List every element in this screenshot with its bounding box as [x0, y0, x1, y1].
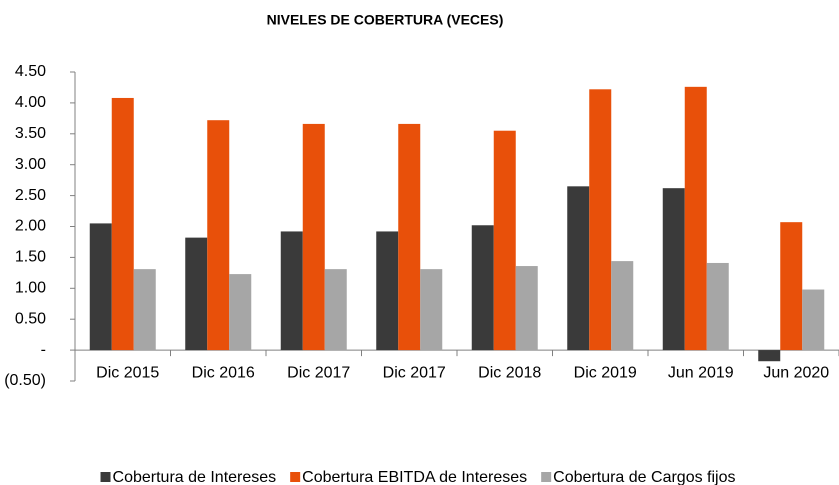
bar: [802, 289, 825, 351]
bar: [398, 123, 421, 351]
y-tick-label: 4.50: [15, 63, 46, 80]
y-tick-label: 4.00: [15, 94, 46, 111]
bar: [758, 350, 781, 362]
y-tick-label: 3.00: [15, 156, 46, 173]
bar: [324, 269, 347, 351]
y-tick-label: (0.50): [4, 372, 46, 389]
bar: [471, 225, 494, 351]
legend-label: Cobertura EBITDA de Intereses: [302, 469, 527, 485]
bar: [611, 261, 634, 351]
x-tick-label: Dic 2017: [287, 364, 350, 381]
legend-swatch: [541, 472, 552, 482]
bar: [111, 97, 134, 351]
bar: [302, 123, 325, 351]
bar: [706, 262, 729, 351]
legend-label: Cobertura de Intereses: [113, 469, 277, 485]
legend-label: Cobertura de Cargos fijos: [553, 469, 735, 485]
bar: [207, 120, 230, 351]
x-tick-label: Dic 2017: [383, 364, 446, 381]
x-tick-label: Dic 2015: [96, 364, 159, 381]
bar: [589, 89, 612, 351]
bar: [662, 188, 685, 351]
chart-title: NIVELES DE COBERTURA (VECES): [267, 12, 504, 28]
bar: [493, 130, 516, 351]
y-tick-label: 0.50: [15, 310, 46, 327]
bar: [133, 269, 156, 351]
bar: [185, 237, 208, 351]
bar: [515, 266, 538, 351]
legend-swatch: [100, 472, 111, 482]
bar: [89, 223, 112, 351]
y-tick-label: 3.50: [15, 125, 46, 142]
y-tick-label: -: [41, 341, 46, 358]
bar: [420, 269, 443, 351]
bar: [229, 274, 252, 351]
x-tick-label: Jun 2019: [668, 364, 734, 381]
y-tick-label: 2.50: [15, 187, 46, 204]
bar: [376, 231, 399, 351]
bar: [280, 231, 303, 351]
y-tick-label: 1.50: [15, 249, 46, 266]
bar: [780, 222, 803, 351]
x-tick-label: Dic 2018: [478, 364, 541, 381]
x-tick-label: Dic 2019: [574, 364, 637, 381]
bar: [684, 86, 707, 351]
x-tick-label: Jun 2020: [763, 364, 829, 381]
x-tick-label: Dic 2016: [192, 364, 255, 381]
y-tick-label: 1.00: [15, 280, 46, 297]
legend-swatch: [290, 472, 301, 482]
y-tick-label: 2.00: [15, 218, 46, 235]
bar: [567, 186, 590, 351]
